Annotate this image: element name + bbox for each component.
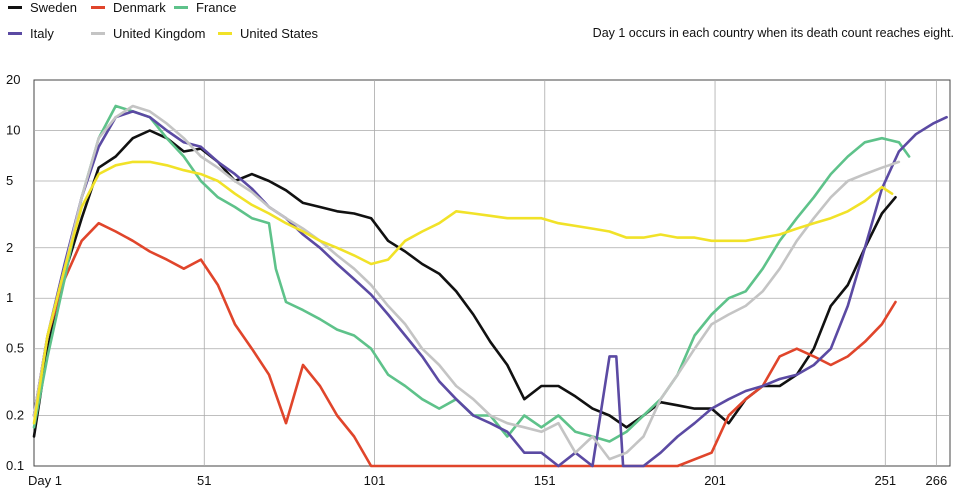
series-line-sweden	[32, 129, 897, 438]
x-tick-label: 51	[197, 473, 211, 488]
x-tick-label: 151	[534, 473, 556, 488]
legend-label: Italy	[30, 26, 54, 41]
legend-item-sweden: Sweden	[8, 0, 77, 15]
y-tick-label: 10	[6, 122, 20, 137]
legend-label: United Kingdom	[113, 26, 206, 41]
y-tick-label: 0.5	[6, 341, 24, 356]
legend-item-italy: Italy	[8, 26, 54, 41]
y-tick-label: 0.1	[6, 458, 24, 473]
legend-label: Sweden	[30, 0, 77, 15]
y-tick-label: 0.2	[6, 408, 24, 423]
series-line-united-states	[32, 160, 894, 425]
x-tick-label: 251	[874, 473, 896, 488]
y-tick-label: 20	[6, 72, 20, 87]
legend-item-united-states: United States	[218, 26, 318, 41]
y-tick-label: 1	[6, 290, 13, 305]
legend-swatch	[91, 6, 105, 9]
legend-item-denmark: Denmark	[91, 0, 166, 15]
series-line-denmark	[32, 221, 897, 468]
series-line-italy	[32, 110, 948, 468]
series-line-united-kingdom	[32, 104, 901, 461]
legend-swatch	[8, 6, 22, 9]
legend-item-france: France	[174, 0, 236, 15]
chart-note: Day 1 occurs in each country when its de…	[592, 26, 954, 40]
plot-frame	[33, 79, 951, 467]
legend: Sweden Denmark France Italy United Kingdom Un…	[0, 0, 960, 50]
legend-swatch	[91, 32, 105, 35]
legend-label: France	[196, 0, 237, 15]
legend-swatch	[218, 32, 232, 35]
legend-swatch	[174, 6, 188, 9]
y-tick-label: 5	[6, 173, 13, 188]
x-tick-label: Day 1	[28, 473, 62, 488]
series-line-france	[32, 104, 911, 443]
x-tick-label: 201	[704, 473, 726, 488]
legend-swatch	[8, 32, 22, 35]
x-tick-label: 101	[364, 473, 386, 488]
y-tick-label: 2	[6, 240, 13, 255]
legend-label: Denmark	[113, 0, 166, 15]
x-tick-label: 266	[926, 473, 948, 488]
legend-label: United States	[240, 26, 319, 41]
legend-item-united-kingdom: United Kingdom	[91, 26, 206, 41]
